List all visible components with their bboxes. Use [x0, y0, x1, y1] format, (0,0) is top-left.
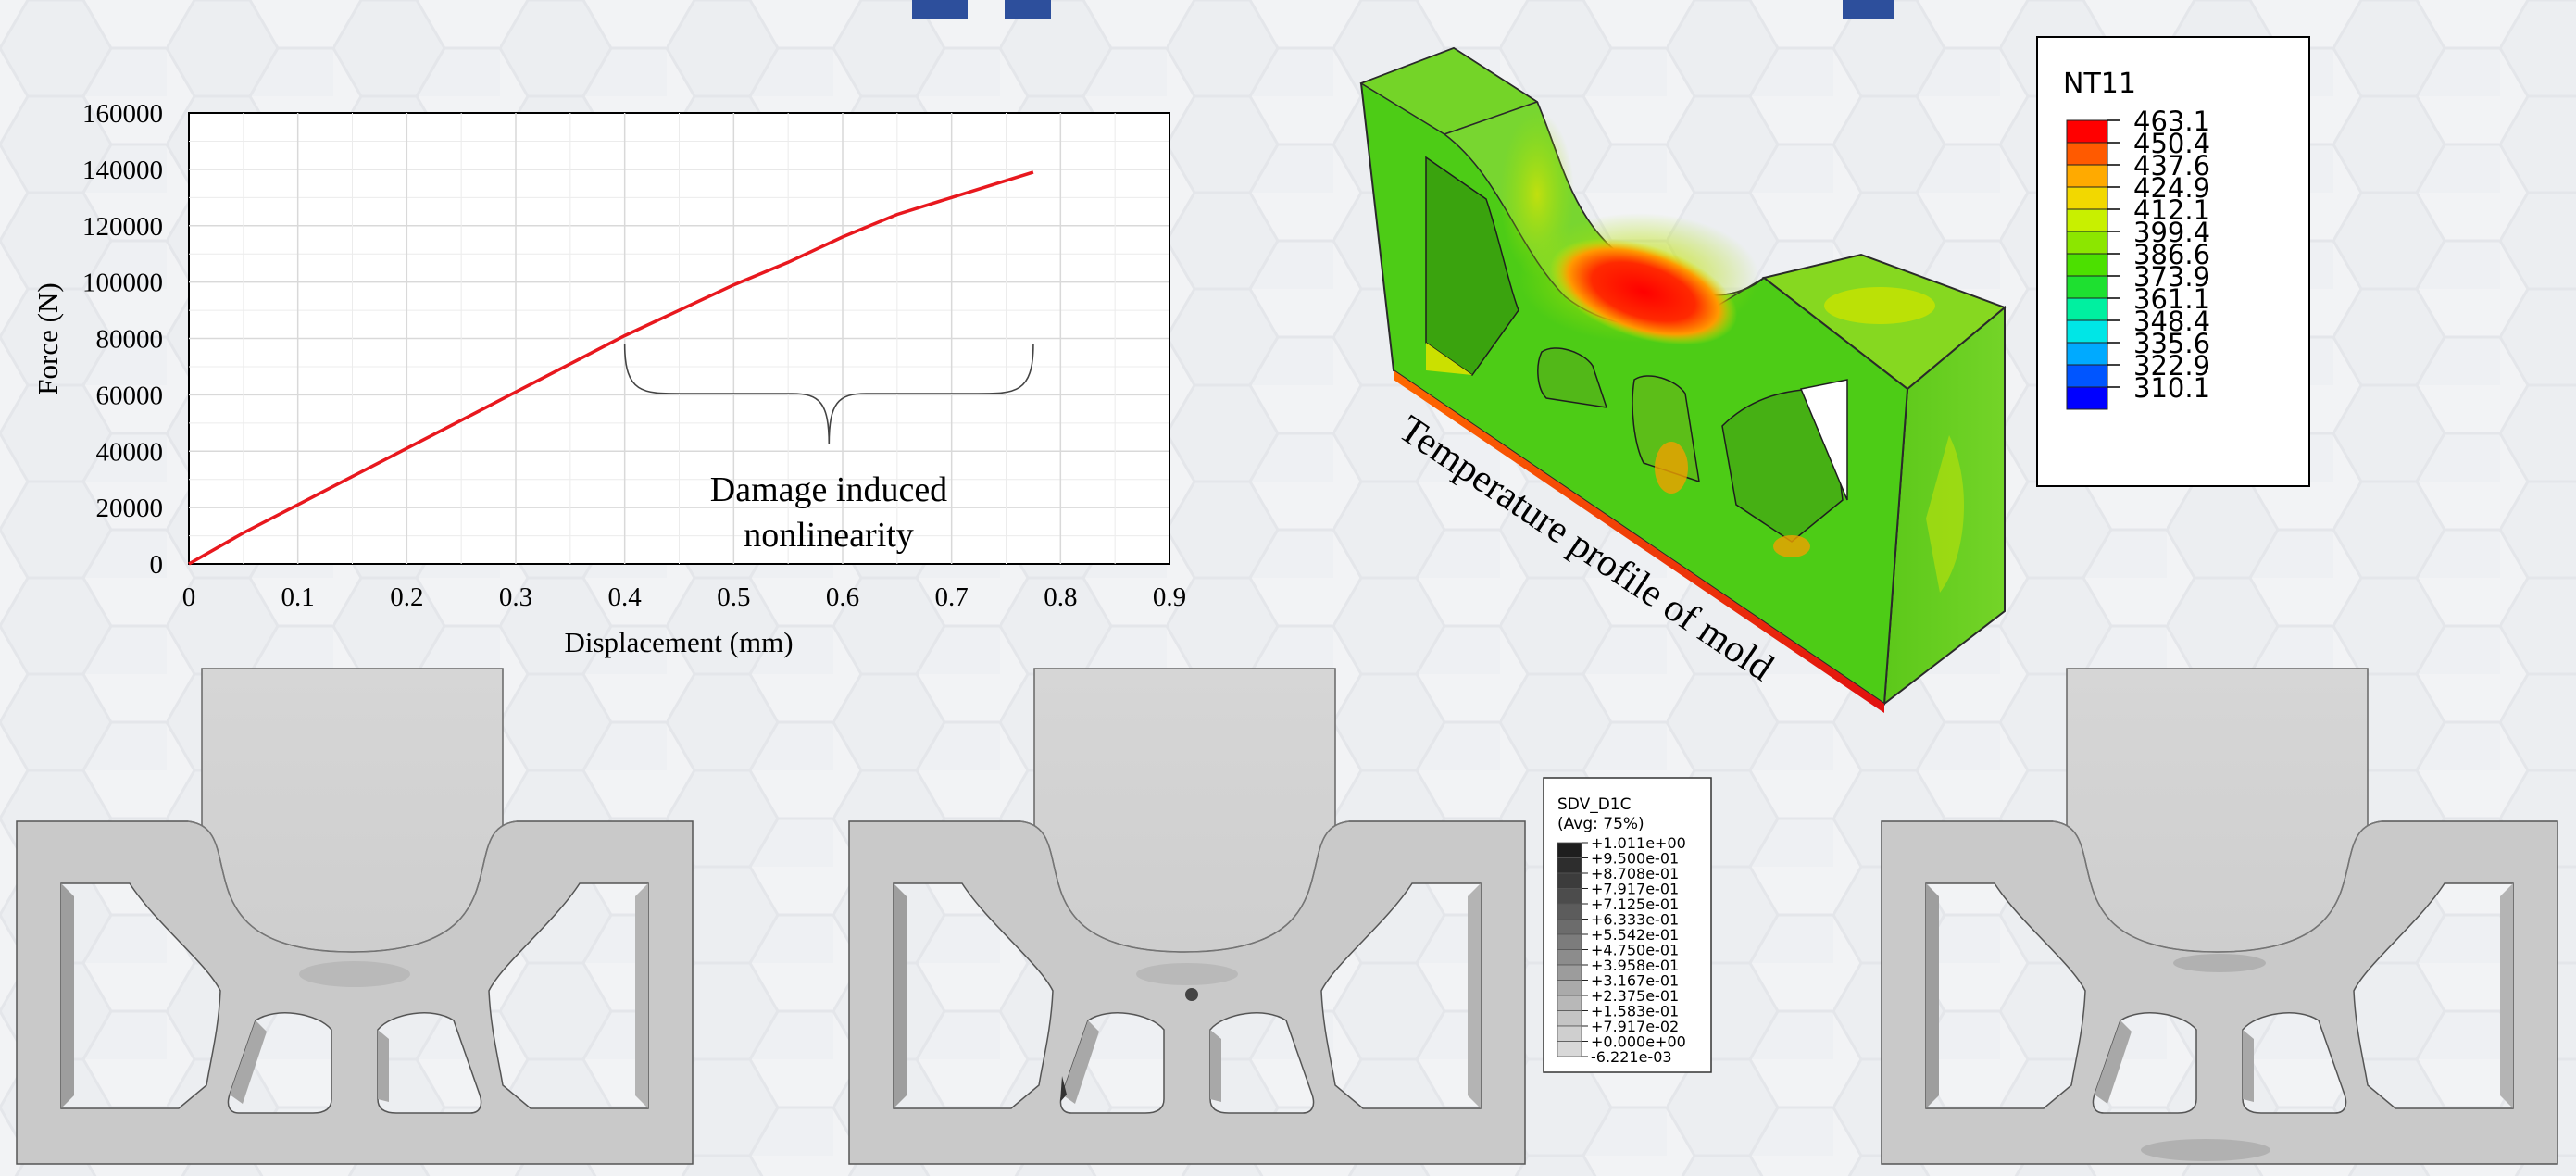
force-displacement-chart: 0 20000 40000 60000 80000 100000 120000 140000 1… — [31, 99, 1186, 658]
damage-swatch — [1557, 1025, 1582, 1042]
title-fragment-right — [1843, 0, 1894, 19]
legend-swatch — [2066, 319, 2108, 344]
damage-swatch — [1557, 888, 1582, 905]
legend-swatch — [2066, 119, 2108, 144]
annotation-line2: nonlinearity — [744, 516, 914, 555]
legend-swatch — [2066, 164, 2108, 188]
damage-legend-subtitle: (Avg: 75%) — [1557, 815, 1644, 833]
damage-value: +4.750e-01 — [1591, 942, 1679, 959]
damage-value: +7.125e-01 — [1591, 895, 1679, 913]
damage-swatch — [1557, 995, 1582, 1011]
damage-value: +7.917e-02 — [1591, 1018, 1679, 1035]
legend-swatch — [2066, 253, 2108, 277]
legend-value: 412.1 — [2133, 194, 2210, 226]
legend-scale: 463.1450.4437.6424.9412.1399.4386.6373.9… — [2066, 106, 2210, 410]
legend-swatch — [2066, 342, 2108, 366]
y-tick-labels: 0 20000 40000 60000 80000 100000 120000 140000 1… — [82, 99, 163, 580]
legend-value: 437.6 — [2133, 150, 2210, 181]
y-tick-label: 120000 — [82, 212, 163, 242]
damage-swatch — [1557, 1041, 1582, 1057]
x-axis-label: Displacement (mm) — [564, 626, 793, 658]
damage-value: +8.708e-01 — [1591, 865, 1679, 882]
nonlinearity-brace — [623, 344, 1034, 445]
damage-value: +3.167e-01 — [1591, 972, 1679, 990]
x-tick-label: 0.3 — [499, 582, 532, 612]
legend-swatch — [2066, 275, 2108, 299]
y-tick-label: 160000 — [82, 99, 163, 129]
legend-value: 463.1 — [2133, 106, 2210, 137]
damage-swatch — [1557, 872, 1582, 889]
legend-swatch — [2066, 386, 2108, 410]
legend-value: 399.4 — [2133, 217, 2210, 248]
damage-swatch — [1557, 933, 1582, 950]
legend-value: 361.1 — [2133, 283, 2210, 315]
legend-swatch — [2066, 231, 2108, 255]
damage-value: +0.000e+00 — [1591, 1033, 1686, 1051]
legend-swatch — [2066, 186, 2108, 210]
legend-swatch — [2066, 297, 2108, 321]
damage-value: +1.583e-01 — [1591, 1003, 1679, 1020]
damage-legend-scale: +1.011e+00+9.500e-01+8.708e-01+7.917e-01… — [1557, 834, 1686, 1066]
legend-swatch — [2066, 208, 2108, 232]
y-axis-label: Force (N) — [31, 282, 64, 394]
section-left — [16, 668, 694, 1165]
damage-value: +6.333e-01 — [1591, 911, 1679, 929]
x-tick-label: 0.4 — [608, 582, 643, 612]
damage-swatch — [1557, 1010, 1582, 1027]
x-tick-label: 0.9 — [1153, 582, 1186, 612]
mold-3d-temperature: Temperature profile of mold — [1359, 46, 2007, 713]
legend-swatch — [2066, 142, 2108, 166]
damage-value: +1.011e+00 — [1591, 834, 1686, 852]
legend-value: 310.1 — [2133, 372, 2210, 404]
damage-value: +3.958e-01 — [1591, 957, 1679, 974]
temperature-legend: NT11 463.1450.4437.6424.9412.1399.4386.6… — [2036, 36, 2310, 487]
legend-title: NT11 — [2063, 68, 2136, 100]
title-fragment-left — [912, 0, 968, 19]
damage-value: +9.500e-01 — [1591, 850, 1679, 868]
grid-lines — [189, 113, 1169, 564]
x-tick-label: 0.2 — [390, 582, 423, 612]
section-middle — [848, 668, 1526, 1165]
legend-value: 373.9 — [2133, 261, 2210, 293]
y-tick-label: 60000 — [96, 381, 164, 410]
x-tick-label: 0.1 — [281, 582, 315, 612]
force-curve — [188, 170, 1034, 566]
y-tick-label: 80000 — [96, 325, 164, 355]
legend-value: 348.4 — [2133, 306, 2210, 337]
y-tick-label: 100000 — [82, 269, 163, 298]
legend-value: 424.9 — [2133, 172, 2210, 204]
damage-swatch — [1557, 919, 1582, 935]
damage-legend: SDV_D1C (Avg: 75%) +1.011e+00+9.500e-01+… — [1543, 777, 1712, 1073]
x-tick-label: 0.5 — [717, 582, 750, 612]
section-right — [1881, 668, 2558, 1165]
annotation-line1: Damage induced — [710, 470, 947, 509]
legend-value: 386.6 — [2133, 239, 2210, 270]
title-fragment-mid — [1005, 0, 1051, 19]
damage-legend-title: SDV_D1C — [1557, 795, 1632, 814]
damage-swatch — [1557, 903, 1582, 920]
y-tick-label: 40000 — [96, 437, 164, 467]
y-tick-label: 20000 — [96, 494, 164, 523]
legend-value: 450.4 — [2133, 128, 2210, 159]
legend-swatch — [2066, 364, 2108, 388]
legend-value: 322.9 — [2133, 350, 2210, 382]
damage-value: +5.542e-01 — [1591, 926, 1679, 944]
x-tick-labels: 0 0.1 0.2 0.3 0.4 0.5 0.6 0.7 0.8 0.9 — [182, 582, 1186, 612]
x-tick-label: 0 — [182, 582, 196, 612]
damage-swatch — [1557, 842, 1582, 858]
damage-swatch — [1557, 857, 1582, 874]
damage-swatch — [1557, 980, 1582, 996]
legend-value: 335.6 — [2133, 328, 2210, 359]
damage-swatch — [1557, 964, 1582, 981]
y-tick-label: 140000 — [82, 156, 163, 185]
x-tick-label: 0.6 — [826, 582, 859, 612]
damage-value: +7.917e-01 — [1591, 881, 1679, 898]
damage-value: +2.375e-01 — [1591, 987, 1679, 1005]
damage-swatch — [1557, 949, 1582, 966]
y-tick-label: 0 — [150, 550, 164, 580]
damage-value: -6.221e-03 — [1591, 1048, 1672, 1066]
x-tick-label: 0.7 — [935, 582, 969, 612]
x-tick-label: 0.8 — [1044, 582, 1077, 612]
